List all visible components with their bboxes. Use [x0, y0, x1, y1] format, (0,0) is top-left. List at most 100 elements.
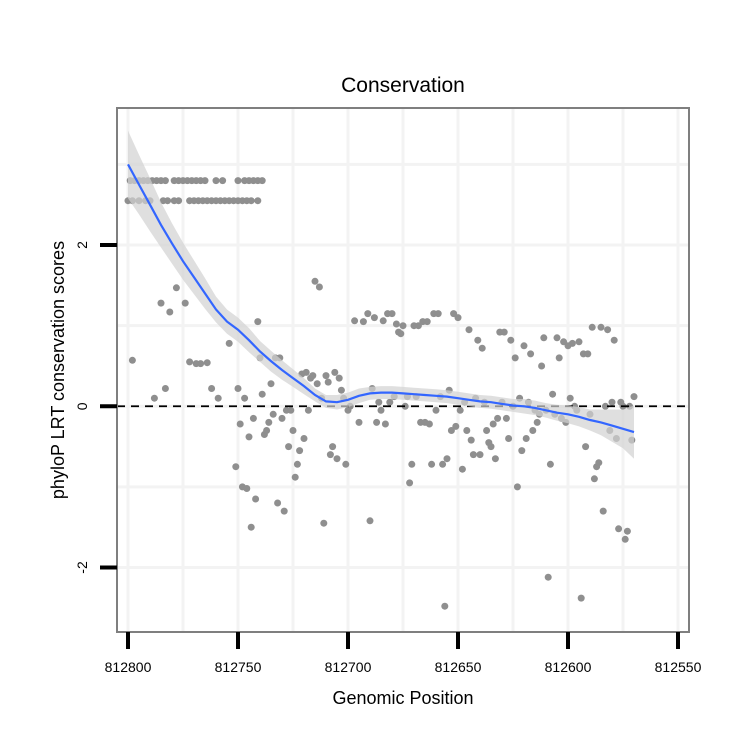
data-point — [366, 517, 374, 525]
data-point — [388, 310, 396, 318]
data-point — [507, 336, 515, 344]
x-tick-label: 812800 — [105, 659, 152, 675]
data-point — [265, 418, 273, 426]
data-point — [359, 318, 367, 326]
data-point — [324, 378, 332, 386]
data-point — [511, 354, 519, 362]
data-point — [315, 283, 323, 291]
data-point — [463, 427, 471, 434]
data-point — [584, 350, 592, 358]
data-point — [254, 318, 262, 326]
data-point — [434, 310, 442, 318]
data-point — [377, 406, 385, 414]
x-tick-label: 812750 — [215, 659, 262, 675]
x-tick-label: 812700 — [325, 659, 372, 675]
data-point — [161, 177, 169, 185]
data-point — [386, 398, 394, 406]
data-point — [575, 338, 583, 346]
data-point — [489, 420, 497, 428]
data-point — [249, 414, 257, 422]
data-point — [599, 507, 607, 515]
data-point — [483, 427, 491, 434]
x-axis: 812800 812750 812700 812650 812600 812550 — [105, 632, 702, 675]
data-point — [399, 322, 407, 330]
data-point — [467, 436, 475, 444]
data-point — [201, 177, 209, 185]
data-point — [186, 358, 194, 366]
data-point — [553, 334, 561, 342]
data-point — [502, 414, 510, 422]
data-point — [157, 299, 165, 307]
data-point — [423, 318, 431, 326]
data-point — [439, 460, 447, 468]
data-point — [311, 277, 319, 285]
data-point — [241, 394, 249, 402]
data-point — [337, 386, 345, 394]
data-point — [608, 398, 616, 406]
data-point — [342, 460, 350, 468]
data-point — [164, 197, 172, 205]
plot-panel — [116, 107, 690, 633]
data-point — [219, 177, 227, 185]
data-point — [212, 177, 220, 185]
data-point — [555, 354, 563, 362]
data-point — [494, 414, 502, 422]
data-point — [258, 177, 266, 185]
data-point — [370, 314, 378, 322]
data-point — [623, 527, 631, 535]
data-point — [518, 447, 526, 455]
data-point — [322, 372, 330, 380]
data-point — [476, 451, 484, 459]
data-point — [604, 326, 612, 334]
data-point — [520, 342, 528, 350]
data-point — [280, 507, 288, 515]
data-point — [214, 394, 222, 402]
data-point — [313, 380, 321, 388]
data-point — [529, 427, 537, 434]
data-point — [582, 443, 590, 451]
data-point — [408, 460, 416, 468]
data-point — [289, 427, 297, 434]
data-point — [274, 499, 282, 507]
data-point — [425, 420, 433, 428]
data-point — [150, 394, 158, 402]
data-point — [595, 459, 603, 467]
data-point — [234, 385, 242, 392]
data-point — [610, 336, 618, 344]
data-point — [236, 420, 244, 428]
data-point — [469, 451, 477, 459]
data-point — [258, 390, 266, 398]
data-point — [278, 414, 286, 422]
y-axis-title: phyloP LRT conservation scores — [48, 241, 68, 499]
data-point — [381, 420, 389, 428]
data-point — [478, 344, 486, 352]
data-point — [549, 390, 557, 398]
y-tick-label: 2 — [74, 241, 90, 249]
data-point — [309, 372, 317, 380]
data-point — [465, 326, 473, 334]
data-point — [161, 385, 169, 392]
data-point — [568, 339, 576, 347]
y-tick-label: 0 — [74, 402, 90, 410]
data-point — [355, 418, 363, 426]
data-point — [527, 350, 535, 358]
data-point — [505, 435, 513, 442]
data-point — [443, 455, 451, 463]
data-point — [247, 523, 255, 531]
data-point — [293, 460, 301, 468]
data-point — [456, 406, 464, 414]
smooth-fit-line — [127, 163, 635, 434]
data-point — [269, 410, 277, 418]
data-point — [546, 460, 554, 468]
data-point — [225, 339, 233, 347]
data-point — [513, 483, 521, 491]
data-point — [181, 299, 189, 307]
data-point — [522, 435, 530, 442]
data-point — [474, 336, 482, 344]
data-point — [500, 328, 508, 336]
data-point — [577, 594, 585, 602]
data-point — [406, 479, 414, 487]
data-point — [197, 360, 205, 368]
data-point — [247, 197, 255, 205]
